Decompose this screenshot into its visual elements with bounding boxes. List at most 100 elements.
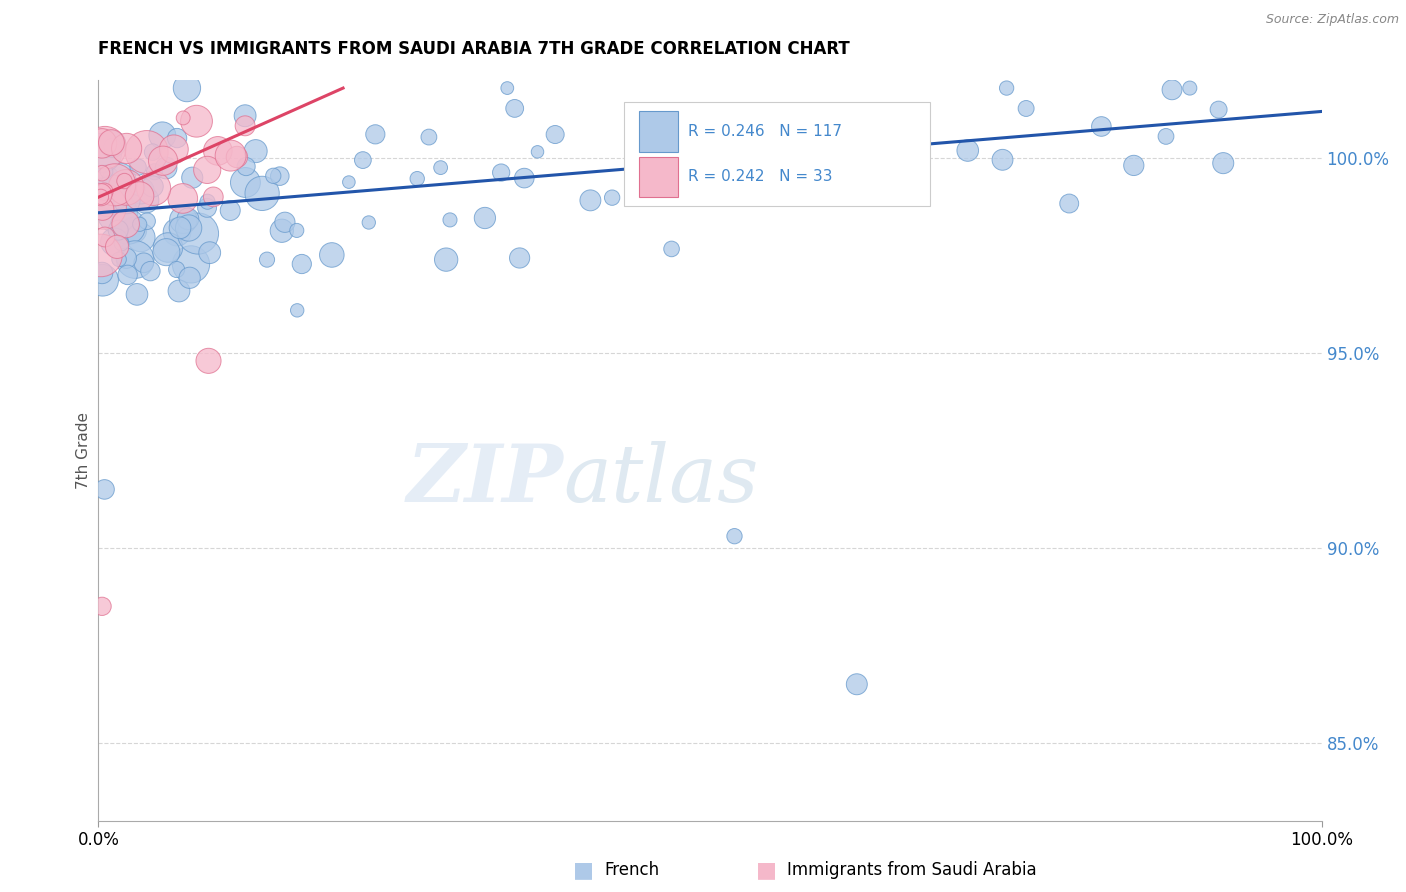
Point	[110, 236, 132, 251]
Point	[198, 245, 221, 260]
Point	[704, 128, 727, 143]
Point	[155, 161, 177, 175]
Point	[406, 171, 429, 186]
Point	[105, 240, 128, 254]
Point	[195, 162, 218, 177]
Point	[115, 251, 138, 265]
Point	[127, 160, 149, 174]
Point	[489, 165, 512, 179]
Point	[496, 81, 519, 95]
Point	[197, 354, 219, 368]
Point	[101, 136, 124, 151]
Point	[122, 223, 145, 237]
Bar	[640, 156, 678, 197]
Y-axis label: 7th Grade: 7th Grade	[76, 412, 91, 489]
Point	[91, 202, 114, 216]
Point	[730, 167, 752, 181]
Point	[274, 215, 297, 229]
Point	[166, 262, 188, 277]
Point	[155, 245, 177, 260]
Point	[991, 153, 1014, 167]
Point	[321, 248, 343, 262]
Point	[166, 225, 188, 239]
Point	[166, 131, 188, 145]
Point	[101, 186, 124, 200]
Text: Source: ZipAtlas.com: Source: ZipAtlas.com	[1265, 13, 1399, 27]
Point	[94, 230, 117, 244]
Point	[90, 187, 112, 202]
Point	[107, 206, 129, 220]
Point	[91, 177, 114, 191]
Point	[90, 190, 112, 204]
Point	[544, 128, 567, 142]
Text: ■: ■	[756, 860, 776, 880]
Point	[114, 174, 136, 188]
Point	[197, 194, 219, 209]
Point	[357, 215, 380, 229]
Point	[152, 153, 174, 168]
Point	[103, 235, 125, 249]
Point	[96, 198, 118, 212]
Point	[91, 599, 114, 614]
Point	[1122, 158, 1144, 172]
Point	[956, 144, 979, 158]
Point	[136, 214, 159, 228]
Point	[723, 529, 745, 543]
Point	[142, 145, 165, 160]
Point	[195, 201, 218, 215]
Point	[995, 81, 1018, 95]
Point	[108, 252, 131, 267]
Point	[90, 166, 112, 180]
Point	[169, 220, 191, 235]
Point	[179, 270, 201, 285]
Point	[172, 212, 194, 227]
Point	[219, 203, 242, 218]
Point	[600, 191, 623, 205]
Point	[128, 189, 150, 203]
Point	[91, 273, 114, 287]
Point	[139, 264, 162, 278]
Point	[526, 145, 548, 159]
Point	[135, 145, 157, 159]
Point	[177, 221, 200, 235]
Point	[269, 169, 291, 183]
Point	[108, 172, 131, 186]
Point	[117, 268, 139, 282]
Point	[245, 144, 267, 158]
Point	[256, 252, 278, 267]
Point	[661, 120, 683, 134]
Point	[219, 148, 242, 162]
Point	[790, 169, 813, 183]
Point	[104, 178, 127, 192]
Point	[132, 256, 155, 270]
Point	[1178, 81, 1201, 95]
Point	[285, 303, 308, 318]
Point	[93, 185, 115, 199]
Point	[90, 248, 112, 262]
Point	[233, 119, 256, 133]
Point	[513, 171, 536, 186]
Point	[337, 175, 360, 189]
Point	[291, 257, 314, 271]
Point	[143, 165, 166, 179]
Point	[181, 170, 204, 185]
Point	[156, 240, 179, 254]
Point	[115, 141, 138, 155]
Point	[352, 153, 374, 167]
Point	[1015, 102, 1038, 116]
Point	[418, 130, 440, 145]
Point	[93, 200, 115, 214]
Point	[364, 128, 387, 142]
Point	[439, 213, 461, 227]
Point	[91, 145, 114, 160]
Point	[96, 164, 118, 178]
Point	[176, 81, 198, 95]
Point	[831, 173, 853, 187]
Point	[202, 190, 225, 204]
Point	[429, 161, 451, 175]
Point	[1208, 103, 1230, 117]
Point	[129, 184, 152, 198]
Point	[509, 251, 531, 265]
Point	[207, 144, 229, 158]
Point	[135, 193, 157, 207]
